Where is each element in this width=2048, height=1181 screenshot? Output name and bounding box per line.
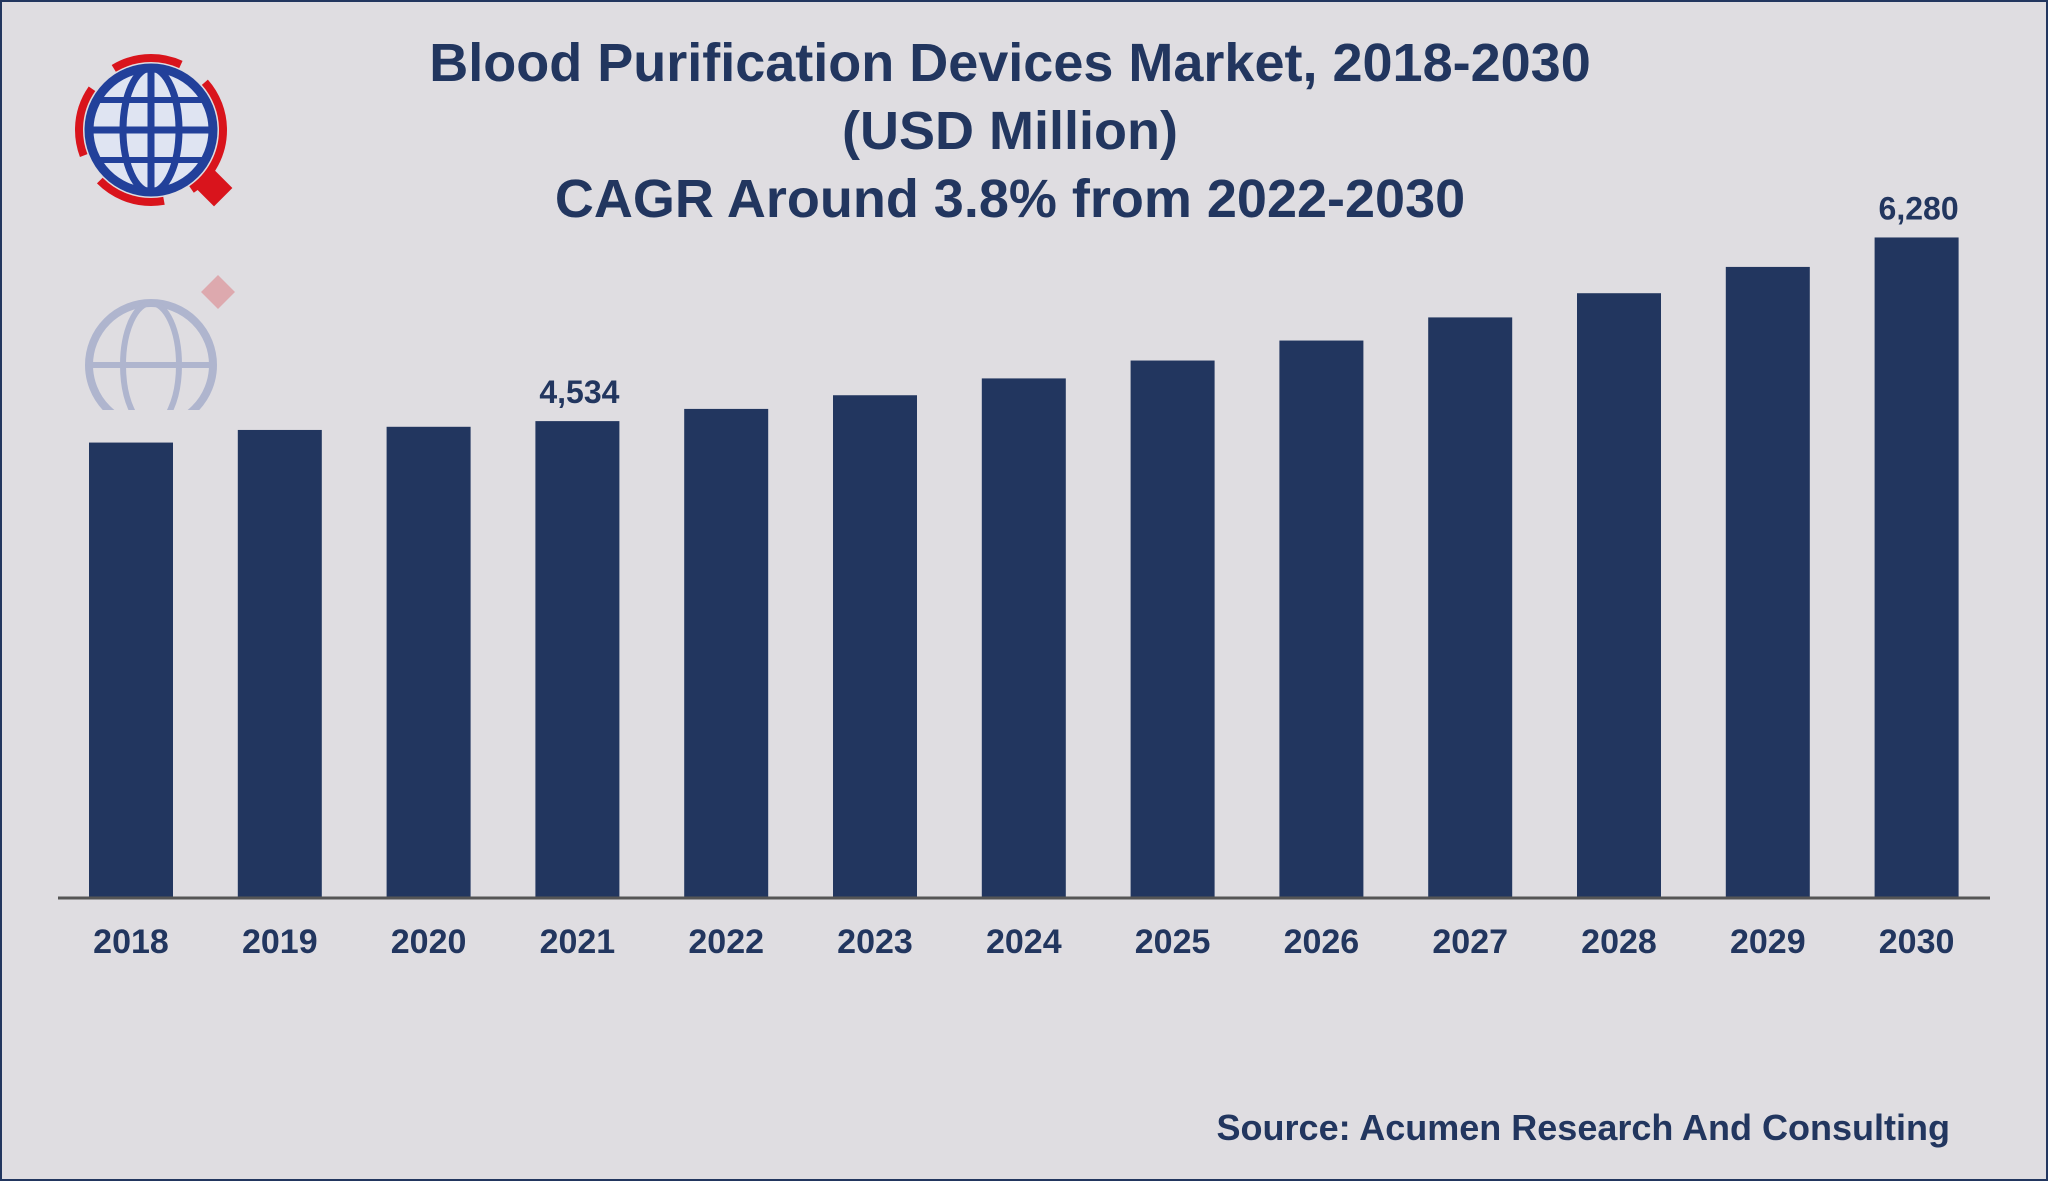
x-tick-label: 2026 — [1284, 923, 1360, 961]
x-tick-label: 2022 — [688, 923, 764, 961]
bar-2022 — [684, 408, 769, 898]
x-tick-label: 2025 — [1135, 923, 1211, 961]
bar-2027 — [1428, 317, 1513, 899]
bar-2028 — [1577, 293, 1661, 899]
x-tick-label: 2024 — [986, 923, 1062, 961]
data-label-2030: 6,280 — [1879, 190, 1959, 226]
x-tick-label: 2018 — [93, 923, 169, 961]
x-tick-label: 2020 — [391, 923, 467, 961]
bar-2030 — [1874, 237, 1959, 898]
x-tick-label: 2021 — [540, 923, 616, 961]
bar-2026 — [1279, 340, 1364, 898]
data-label-2021: 4,534 — [539, 374, 619, 410]
bar-2029 — [1725, 266, 1810, 898]
bar-2018 — [89, 442, 173, 898]
bar-2021 — [535, 421, 620, 898]
chart-subtitle-cagr: CAGR Around 3.8% from 2022-2030 — [554, 169, 1466, 229]
bar-2020 — [386, 426, 471, 898]
bar-2019 — [237, 429, 322, 898]
x-tick-label: 2019 — [242, 923, 318, 961]
x-tick-label: 2027 — [1432, 923, 1508, 961]
source-note: Source: Acumen Research And Consulting — [1216, 1107, 1950, 1148]
logo-reflection — [85, 275, 235, 410]
bar-2025 — [1130, 360, 1215, 898]
bar-2023 — [833, 395, 917, 898]
x-tick-label: 2029 — [1730, 923, 1806, 961]
x-tick-label: 2028 — [1581, 923, 1657, 961]
globe-arrows-logo — [75, 54, 233, 207]
x-tick-label: 2030 — [1879, 923, 1955, 961]
x-tick-label: 2023 — [837, 923, 913, 961]
bar-2024 — [981, 378, 1066, 899]
chart-subtitle-units: (USD Million) — [842, 101, 1178, 161]
chart-title: Blood Purification Devices Market, 2018-… — [429, 33, 1591, 93]
